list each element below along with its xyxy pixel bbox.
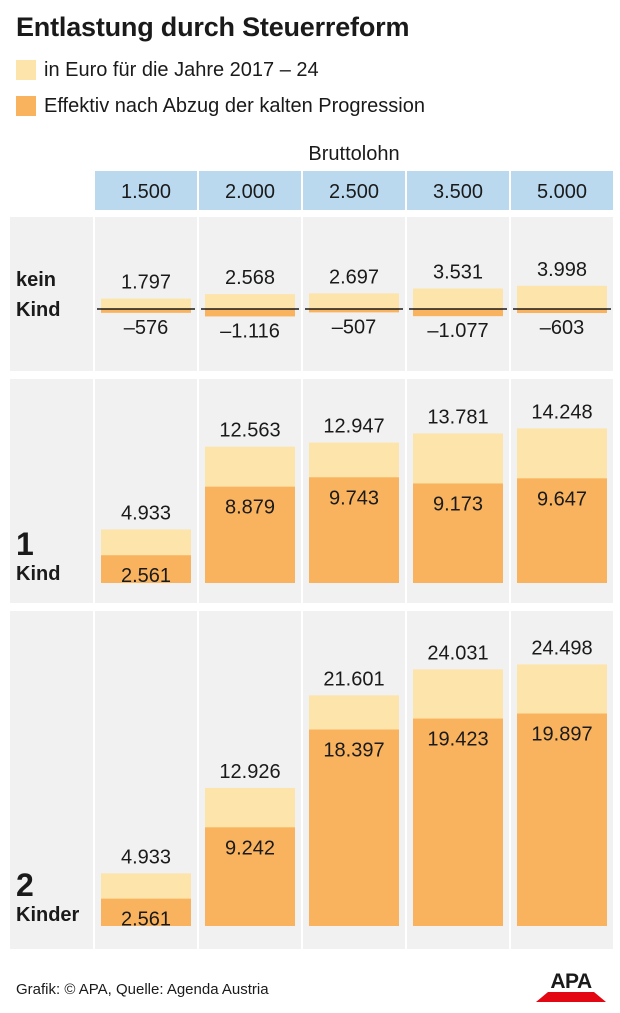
panel-2-label-bg [10, 611, 93, 949]
header-label-0: 1.500 [121, 181, 171, 203]
apa-logo: APA [536, 970, 606, 1002]
panel-1-label-number: 1 [16, 526, 34, 562]
panel-1-label-text: Kind [16, 563, 60, 585]
bar-effective-p1-0 [101, 555, 191, 583]
value-label-effective-p1-4: 9.647 [537, 488, 587, 510]
value-label-effective-p2-0: 2.561 [121, 909, 171, 931]
legend-label-effective: Effektiv nach Abzug der kalten Progressi… [44, 94, 425, 117]
value-label-gross-p0-3: 3.531 [433, 262, 483, 284]
value-label-gross-p1-2: 12.947 [323, 416, 384, 438]
panel-0-label-text-0: kein [16, 269, 56, 291]
bar-effective-p1-3 [413, 483, 503, 583]
panel-0-label-text-1: Kind [16, 299, 60, 321]
bar-effective-p0-2 [309, 309, 399, 313]
panel-1-label-bg [10, 379, 93, 603]
legend-swatch-dark [16, 96, 36, 116]
panel-2-label-text: Kinder [16, 904, 80, 926]
x-axis-label: Bruttolohn [308, 143, 400, 165]
value-label-effective-p0-0: –576 [124, 317, 169, 339]
value-label-effective-p0-3: –1.077 [427, 320, 488, 342]
value-label-gross-p0-0: 1.797 [121, 272, 171, 294]
value-label-gross-p1-3: 13.781 [427, 406, 488, 428]
header-label-3: 3.500 [433, 181, 483, 203]
chart-area: 1.500 2.000 2.500 3.500 5.000 kein Kind 1.797 –5… [10, 171, 613, 949]
header-cell-4 [511, 171, 613, 210]
value-label-effective-p2-4: 19.897 [531, 724, 592, 746]
value-label-effective-p0-1: –1.116 [220, 320, 280, 342]
value-label-gross-p1-0: 4.933 [121, 502, 171, 524]
value-label-gross-p0-1: 2.568 [225, 267, 275, 289]
bar-gross-p0-4 [517, 285, 607, 309]
bar-effective-p2-4 [517, 713, 607, 926]
value-label-effective-p1-0: 2.561 [121, 565, 171, 587]
bar-effective-p2-0 [101, 898, 191, 926]
value-label-effective-p1-2: 9.743 [329, 487, 379, 509]
header-label-2: 2.500 [329, 181, 379, 203]
header-label-1: 2.000 [225, 181, 275, 203]
panel-0-cell-0 [95, 217, 197, 371]
bar-effective-p2-3 [413, 718, 503, 926]
legend-item-effective: Effektiv nach Abzug der kalten Progressi… [16, 93, 425, 119]
value-label-effective-p2-3: 19.423 [427, 729, 488, 751]
bar-gross-p0-2 [309, 293, 399, 309]
value-label-effective-p2-2: 18.397 [323, 740, 384, 762]
value-label-gross-p0-2: 2.697 [329, 266, 379, 288]
bar-gross-p0-3 [413, 288, 503, 309]
bar-effective-p1-1 [205, 486, 295, 583]
bar-effective-p0-4 [517, 309, 607, 314]
value-label-gross-p2-3: 24.031 [427, 642, 488, 664]
legend-item-gross: in Euro für die Jahre 2017 – 24 [16, 57, 319, 83]
value-label-gross-p2-2: 21.601 [323, 668, 384, 690]
bar-effective-p0-1 [205, 309, 295, 317]
value-label-effective-p1-3: 9.173 [433, 493, 483, 515]
panel-0-label-bg [10, 217, 93, 371]
value-label-gross-p1-1: 12.563 [219, 420, 280, 442]
panel-2-label-number: 2 [16, 867, 34, 903]
legend-label-gross: in Euro für die Jahre 2017 – 24 [44, 58, 319, 81]
header-cell-2 [303, 171, 405, 210]
chart-title: Entlastung durch Steuerreform [16, 12, 410, 42]
panel-0-cell-1 [199, 217, 301, 371]
bar-effective-p1-2 [309, 477, 399, 583]
legend-swatch-light [16, 60, 36, 80]
bar-effective-p0-3 [413, 309, 503, 317]
value-label-effective-p2-1: 9.242 [225, 837, 275, 859]
bar-effective-p1-4 [517, 478, 607, 583]
value-label-effective-p0-2: –507 [332, 316, 377, 338]
header-cell-1 [199, 171, 301, 210]
header-cell-0 [95, 171, 197, 210]
value-label-gross-p2-0: 4.933 [121, 846, 171, 868]
bar-gross-p0-1 [205, 294, 295, 309]
footer-credit: Grafik: © APA, Quelle: Agenda Austria [16, 981, 269, 998]
value-label-gross-p2-1: 12.926 [219, 761, 280, 783]
value-label-gross-p2-4: 24.498 [531, 637, 592, 659]
value-label-gross-p1-4: 14.248 [531, 401, 592, 423]
value-label-gross-p0-4: 3.998 [537, 259, 587, 281]
value-label-effective-p0-4: –603 [540, 317, 585, 339]
bar-effective-p0-0 [101, 309, 191, 313]
header-cell-3 [407, 171, 509, 210]
bar-effective-p2-1 [205, 827, 295, 926]
bar-gross-p0-0 [101, 298, 191, 309]
svg-text:APA: APA [550, 970, 592, 993]
header-label-4: 5.000 [537, 181, 587, 203]
value-label-effective-p1-1: 8.879 [225, 497, 275, 519]
bar-effective-p2-2 [309, 729, 399, 926]
